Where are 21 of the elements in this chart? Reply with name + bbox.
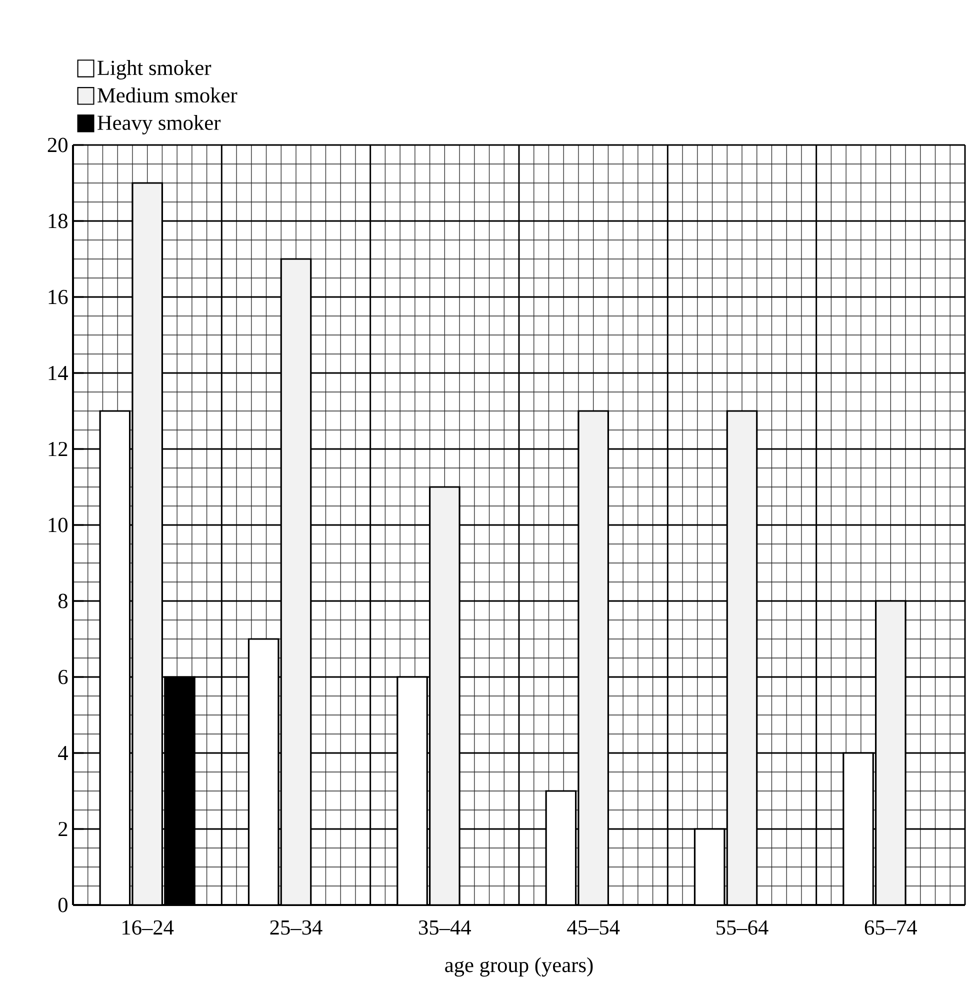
- x-tick-label: 55–64: [716, 920, 768, 935]
- legend-label: Medium smoker: [98, 88, 238, 103]
- y-tick-label: 10: [48, 518, 68, 532]
- y-tick-label: 4: [58, 746, 68, 760]
- legend-label: Heavy smoker: [98, 114, 221, 134]
- y-tick-label: 14: [48, 366, 68, 380]
- y-tick-label: 12: [48, 442, 68, 456]
- x-tick-label: 16–24: [122, 920, 174, 935]
- x-axis-title: age group (years): [445, 957, 593, 977]
- x-tick-label: 45–54: [567, 920, 620, 935]
- y-tick-label: 2: [58, 822, 68, 836]
- y-tick-label: 16: [48, 290, 68, 304]
- legend-label: Light smoker: [98, 60, 212, 80]
- y-tick-label: 18: [48, 214, 68, 228]
- y-tick-label: 6: [58, 670, 68, 684]
- y-tick-label: 20: [48, 138, 68, 152]
- y-tick-label: 8: [58, 594, 68, 608]
- x-tick-label: 35–44: [419, 920, 471, 935]
- x-tick-label: 65–74: [864, 920, 917, 935]
- x-tick-label: 25–34: [270, 920, 322, 935]
- y-tick-label: 0: [58, 898, 68, 912]
